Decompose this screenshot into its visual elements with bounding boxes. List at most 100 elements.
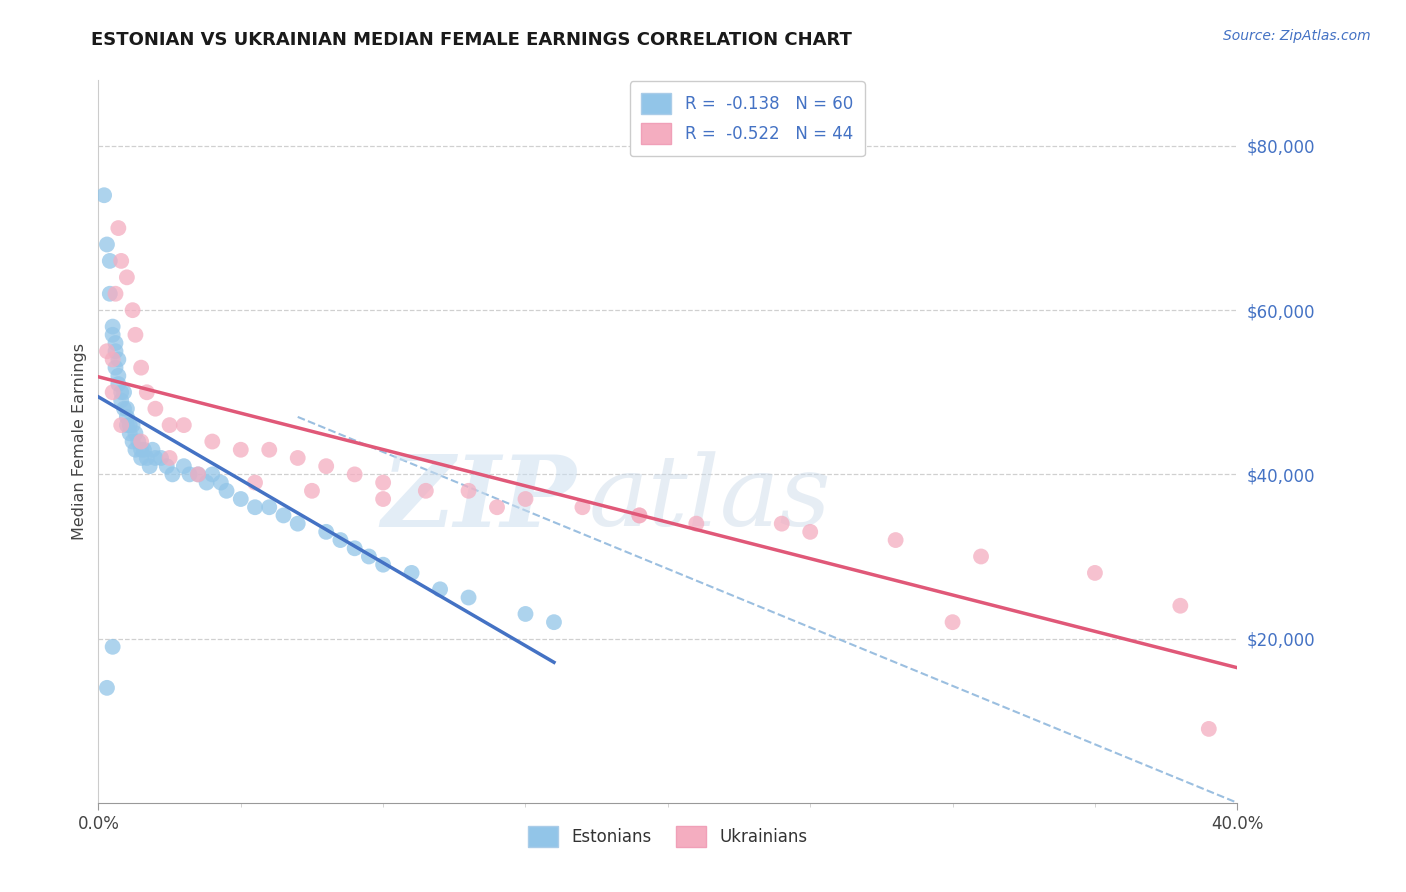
Point <box>486 500 509 515</box>
Point <box>150 450 173 465</box>
Point <box>970 549 993 564</box>
Point <box>107 352 129 367</box>
Point <box>132 442 155 457</box>
Point <box>1170 599 1192 613</box>
Point <box>429 582 451 597</box>
Point <box>104 344 127 359</box>
Point <box>127 434 149 449</box>
Point <box>112 401 135 416</box>
Point <box>107 221 129 235</box>
Point <box>96 681 118 695</box>
Point <box>107 377 129 392</box>
Point <box>201 467 224 482</box>
Point <box>138 459 160 474</box>
Point <box>243 500 266 515</box>
Point <box>401 566 423 580</box>
Point <box>315 459 337 474</box>
Point <box>343 467 366 482</box>
Point <box>101 352 124 367</box>
Point <box>110 393 132 408</box>
Point <box>96 237 118 252</box>
Point <box>112 385 135 400</box>
Point <box>115 418 138 433</box>
Point <box>628 508 651 523</box>
Point <box>115 409 138 424</box>
Point <box>799 524 821 539</box>
Point <box>329 533 352 547</box>
Point <box>571 500 593 515</box>
Point <box>156 459 179 474</box>
Point <box>187 467 209 482</box>
Y-axis label: Median Female Earnings: Median Female Earnings <box>72 343 87 540</box>
Point <box>373 475 395 490</box>
Point <box>115 401 138 416</box>
Point <box>343 541 366 556</box>
Point <box>457 591 479 605</box>
Point <box>415 483 437 498</box>
Point <box>159 450 181 465</box>
Text: ESTONIAN VS UKRAINIAN MEDIAN FEMALE EARNINGS CORRELATION CHART: ESTONIAN VS UKRAINIAN MEDIAN FEMALE EARN… <box>91 31 852 49</box>
Point <box>301 483 323 498</box>
Point <box>373 491 395 506</box>
Point <box>141 442 163 457</box>
Point <box>129 360 152 375</box>
Point <box>315 524 337 539</box>
Point <box>121 303 143 318</box>
Point <box>1084 566 1107 580</box>
Point <box>101 319 124 334</box>
Point <box>121 434 143 449</box>
Point <box>273 508 295 523</box>
Point <box>373 558 395 572</box>
Point <box>104 360 127 375</box>
Point <box>357 549 380 564</box>
Point <box>179 467 201 482</box>
Point <box>129 442 152 457</box>
Point <box>515 607 537 621</box>
Point <box>209 475 232 490</box>
Point <box>101 327 124 342</box>
Point <box>129 434 152 449</box>
Point <box>124 327 146 342</box>
Point <box>115 270 138 285</box>
Point <box>229 491 252 506</box>
Point <box>98 253 121 268</box>
Point <box>515 491 537 506</box>
Point <box>145 401 167 416</box>
Point <box>287 450 309 465</box>
Point <box>98 286 121 301</box>
Point <box>104 336 127 351</box>
Point <box>770 516 793 531</box>
Point <box>1198 722 1220 736</box>
Point <box>201 434 224 449</box>
Point <box>135 385 157 400</box>
Point <box>107 368 129 383</box>
Point <box>543 615 565 630</box>
Point <box>124 426 146 441</box>
Text: atlas: atlas <box>588 451 831 547</box>
Point <box>162 467 184 482</box>
Point <box>159 418 181 433</box>
Point <box>124 442 146 457</box>
Point <box>229 442 252 457</box>
Point <box>118 418 141 433</box>
Point <box>129 450 152 465</box>
Point <box>110 253 132 268</box>
Point <box>685 516 707 531</box>
Point <box>884 533 907 547</box>
Point <box>243 475 266 490</box>
Point <box>259 500 281 515</box>
Point <box>104 286 127 301</box>
Point <box>101 640 124 654</box>
Point <box>110 385 132 400</box>
Point <box>187 467 209 482</box>
Point <box>145 450 167 465</box>
Legend: Estonians, Ukrainians: Estonians, Ukrainians <box>522 819 814 854</box>
Point <box>259 442 281 457</box>
Point <box>628 508 651 523</box>
Point <box>173 459 195 474</box>
Point <box>135 450 157 465</box>
Point <box>118 426 141 441</box>
Point <box>457 483 479 498</box>
Point <box>287 516 309 531</box>
Point <box>110 418 132 433</box>
